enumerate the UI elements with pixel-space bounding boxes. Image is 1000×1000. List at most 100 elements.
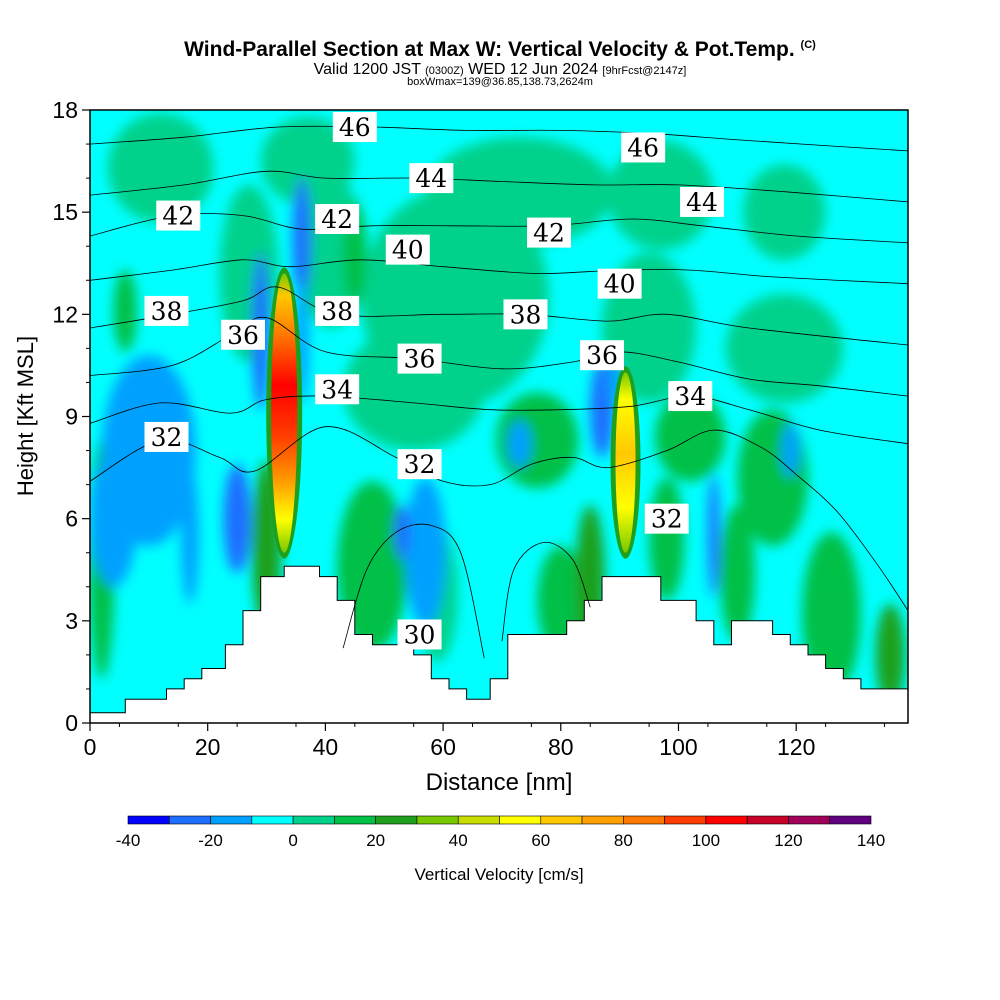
- vertical-velocity-field: [90, 110, 908, 723]
- box-wmax-info: boxWmax=139@36.85,138.73,2624m: [407, 76, 593, 88]
- contour-label-box: [597, 268, 642, 299]
- contour-label-box: [621, 132, 666, 163]
- contour-label-box: [156, 200, 201, 231]
- contour-label-box: [527, 217, 572, 248]
- velocity-region: [781, 423, 800, 478]
- velocity-region: [113, 270, 138, 352]
- colorbar-swatch: [499, 815, 542, 825]
- contour-label-text: 40: [604, 270, 636, 299]
- colorbar: -40 -20 0 20 40 60 80 100 120 140: [116, 815, 885, 850]
- contour-label: 40: [385, 234, 430, 265]
- contour-label-text: 32: [151, 423, 183, 452]
- contour-label: 38: [503, 299, 548, 330]
- terrain-profile: [89, 565, 909, 724]
- y-tick-label: 3: [65, 608, 78, 634]
- contour-label-text: 42: [162, 202, 194, 231]
- contour-label-box: [397, 449, 442, 480]
- contour-label: 34: [315, 374, 360, 405]
- contour-label: 42: [315, 203, 360, 234]
- colorbar-swatch: [746, 815, 789, 825]
- y-tick-label: 0: [65, 710, 78, 736]
- contour-label: 36: [579, 340, 624, 371]
- colorbar-swatch: [540, 815, 583, 825]
- isentrope-38: [90, 286, 908, 346]
- velocity-region: [292, 178, 312, 301]
- contour-label-box: [644, 503, 689, 534]
- velocity-region: [223, 464, 251, 574]
- contour-label-box: [668, 381, 713, 412]
- velocity-region: [90, 450, 138, 587]
- contour-label-text: 34: [674, 382, 706, 411]
- chart-subtitle: Valid 1200 JST (0300Z) WED 12 Jun 2024 […: [0, 61, 1000, 79]
- colorbar-tick-label: 60: [531, 831, 550, 850]
- x-tick-label: 60: [430, 734, 456, 760]
- contour-label: 34: [668, 381, 713, 412]
- contour-label-text: 36: [586, 341, 618, 370]
- velocity-region: [719, 505, 755, 642]
- colorbar-tick-label: -40: [116, 831, 141, 850]
- isentrope-40: [90, 259, 908, 285]
- contour-label-box: [144, 421, 189, 452]
- isentrope-32: [90, 426, 908, 611]
- contour-label-text: 38: [321, 297, 353, 326]
- colorbar-tick-label: 80: [614, 831, 633, 850]
- y-tick-label: 9: [65, 404, 78, 430]
- contour-label-text: 44: [686, 188, 718, 217]
- contour-label-box: [579, 340, 624, 371]
- contour-label-text: 36: [227, 321, 259, 350]
- contour-label: 44: [680, 186, 725, 217]
- isentrope-46: [90, 125, 908, 152]
- colorbar-swatch: [457, 815, 500, 825]
- colorbar-tick-label: 140: [857, 831, 885, 850]
- valid-time: Valid 1200 JST: [313, 61, 421, 78]
- contour-label-text: 32: [651, 505, 683, 534]
- colorbar-swatch: [664, 815, 707, 825]
- velocity-region: [707, 474, 720, 597]
- copyright-mark: (C): [800, 39, 816, 51]
- contour-label-box: [315, 203, 360, 234]
- isentrope-42: [90, 213, 908, 244]
- velocity-region: [394, 505, 410, 560]
- x-tick-label: 100: [659, 734, 697, 760]
- velocity-region: [181, 467, 199, 604]
- velocity-region: [107, 113, 214, 223]
- x-tick-label: 40: [313, 734, 339, 760]
- y-axis: 0 3 6 9 12 15 18: [52, 97, 90, 736]
- contour-label: 32: [644, 503, 689, 534]
- contour-label: 42: [527, 217, 572, 248]
- colorbar-swatch: [829, 815, 872, 825]
- contour-labels: 30 32 34 36 38 40 42 44 46 46 44 42 42 40 38 38 36 36 34 32…: [144, 112, 725, 650]
- colorbar-tick-label: 120: [774, 831, 802, 850]
- contour-label-text: 46: [627, 133, 659, 162]
- contour-label-box: [332, 112, 377, 143]
- chart-title: Wind-Parallel Section at Max W: Vertical…: [0, 38, 1000, 62]
- updraft-core: [615, 372, 636, 553]
- colorbar-swatch: [210, 815, 253, 825]
- valid-date: WED 12 Jun 2024: [468, 61, 598, 78]
- contour-label-box: [503, 299, 548, 330]
- colorbar-tick-label: 40: [449, 831, 468, 850]
- colorbar-swatch: [623, 815, 665, 825]
- contour-label-text: 44: [415, 164, 447, 193]
- contour-label: 32: [144, 421, 189, 452]
- colorbar-swatch: [292, 815, 335, 825]
- contour-label: 38: [144, 295, 189, 326]
- y-tick-label: 12: [52, 301, 78, 327]
- isentrope-34: [90, 395, 908, 445]
- contour-label: 44: [409, 163, 454, 194]
- updraft-core: [271, 273, 298, 553]
- contour-label-text: 42: [321, 205, 353, 234]
- x-axis: 0 20 40 60 80 100 120: [84, 723, 885, 760]
- velocity-region: [343, 327, 485, 451]
- contour-label-box: [315, 374, 360, 405]
- colorbar-swatch: [416, 815, 459, 825]
- colorbar-tick-label: -20: [198, 831, 223, 850]
- contour-label-text: 38: [510, 300, 542, 329]
- forecast-run: [9hrFcst@2147z]: [602, 65, 687, 77]
- x-tick-label: 120: [777, 734, 815, 760]
- contour-label-text: 34: [321, 375, 353, 404]
- contour-label-text: 32: [404, 450, 436, 479]
- contour-label: 32: [397, 449, 442, 480]
